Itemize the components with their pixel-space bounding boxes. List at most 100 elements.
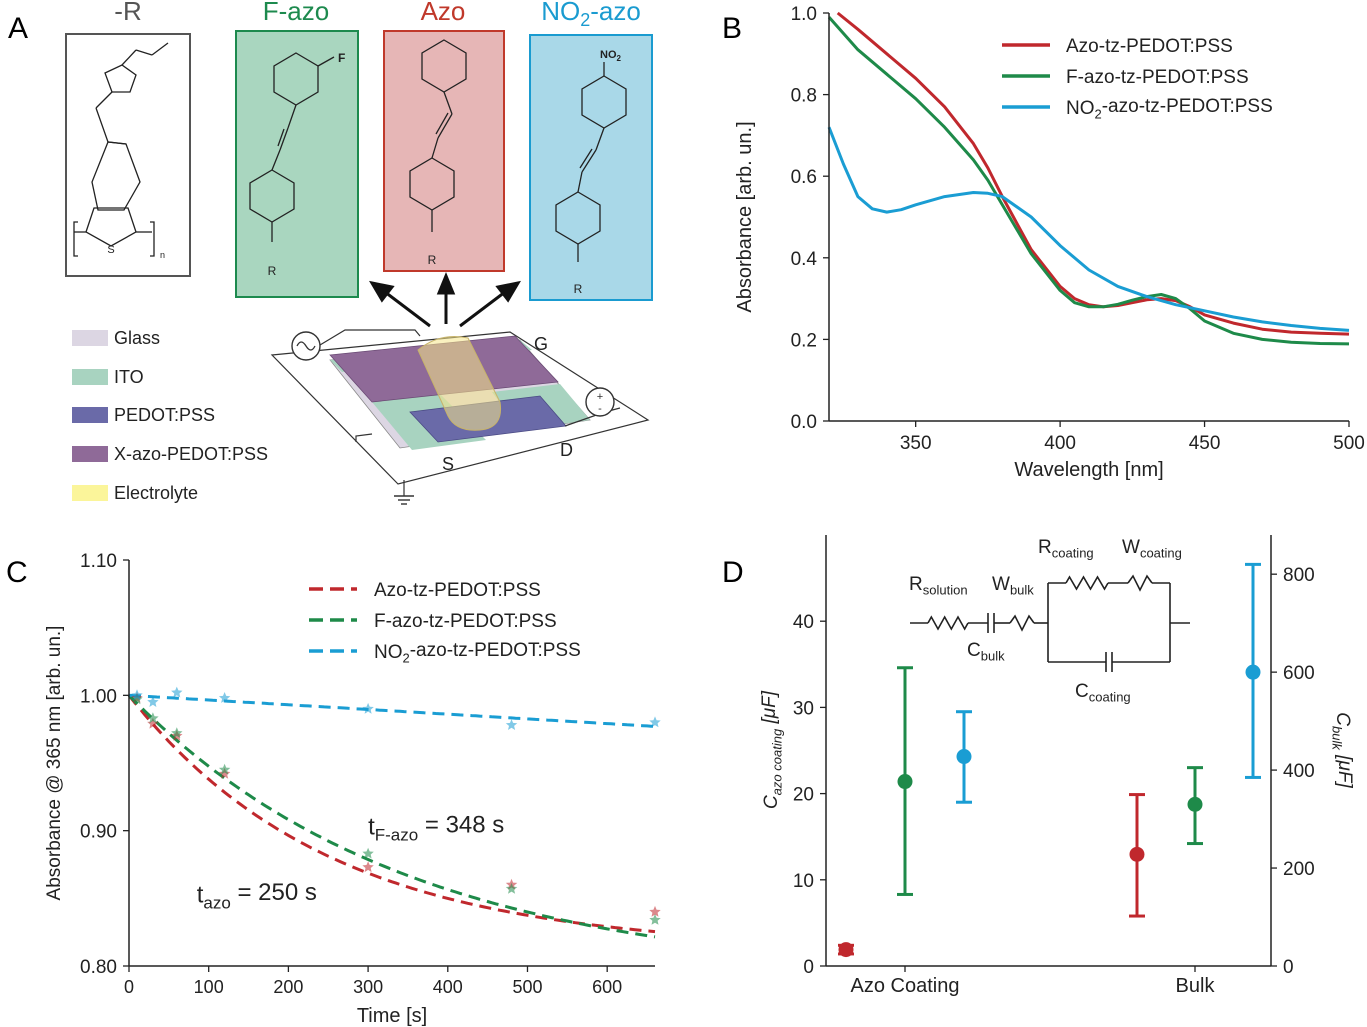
x-tick-label: 350 xyxy=(900,433,932,454)
left-tick-label: 40 xyxy=(793,612,814,633)
right-tick-label: 600 xyxy=(1283,663,1315,684)
azo-r: R xyxy=(428,253,437,267)
panel-b-label: B xyxy=(722,12,742,45)
x-axis-label: Time [s] xyxy=(357,1005,427,1027)
panel-c-label: C xyxy=(6,556,28,589)
right-tick-label: 200 xyxy=(1283,859,1315,880)
data-point-0-3 xyxy=(218,767,231,779)
x-tick-label: 600 xyxy=(592,977,622,997)
data-point-1-5 xyxy=(505,882,518,894)
r-group-box xyxy=(65,33,191,277)
legend-electrolyte: Electrolyte xyxy=(114,483,198,503)
w-bulk-label: Wbulk xyxy=(992,574,1034,598)
x-tick-label: 400 xyxy=(433,977,463,997)
device-label-d: D xyxy=(560,440,573,460)
panel-d-label: D xyxy=(722,556,744,589)
legend-swatch-electrolyte xyxy=(72,485,108,501)
left-tick-label: 30 xyxy=(793,698,814,719)
y-tick-label: 0.80 xyxy=(80,957,117,978)
polymer-n: n xyxy=(160,250,165,260)
fit-line-2 xyxy=(128,693,656,728)
legend-swatch-xazo xyxy=(72,446,108,462)
dc-minus-icon: - xyxy=(598,403,602,415)
f-azo-fluorine: F xyxy=(338,51,345,65)
r-group-title: -R xyxy=(114,0,141,26)
y-tick-label: 1.0 xyxy=(791,4,817,25)
data-point-1-4 xyxy=(362,847,374,859)
data-point-0-1 xyxy=(147,717,159,729)
f-azo-box xyxy=(235,30,359,298)
layer-legend: Glass ITO PEDOT:PSS X-azo-PEDOT:PSS Elec… xyxy=(72,328,268,503)
category-label: Azo Coating xyxy=(851,975,960,997)
bulk-point-1 xyxy=(1187,796,1203,812)
left-tick-label: 20 xyxy=(793,785,814,806)
no2-azo-box xyxy=(529,34,653,301)
legend-swatch-pedot xyxy=(72,407,108,423)
legend-swatch-glass xyxy=(72,330,108,346)
w-bulk-element xyxy=(1009,614,1035,632)
right-tick-label: 400 xyxy=(1283,761,1315,782)
y-tick-label: 1.10 xyxy=(80,551,117,572)
y-tick-label: 1.00 xyxy=(80,686,117,707)
no2-azo-structure xyxy=(555,62,627,262)
legend-label-2: NO2-azo-tz-PEDOT:PSS xyxy=(374,640,581,666)
left-axis-label: Cazo coating [μF] xyxy=(759,690,785,809)
arrows xyxy=(369,272,521,328)
legend-xazo: X-azo-PEDOT:PSS xyxy=(114,444,268,464)
data-point-2-4 xyxy=(362,702,374,714)
y-tick-label: 0.8 xyxy=(791,86,817,107)
panel-a-label: A xyxy=(8,12,28,45)
data-point-0-4 xyxy=(362,861,374,873)
no2-label: NO2 xyxy=(600,49,622,63)
polymer-sulfur: S xyxy=(107,244,114,256)
r-solution-label: Rsolution xyxy=(909,574,968,598)
series-line-0 xyxy=(836,11,1350,336)
panel-b-chart: B 350 400 450 500 0.0 0.2 0.4 0.6 0.8 1.0 Waveleng… xyxy=(722,4,1365,481)
no2-azo-r: R xyxy=(574,282,583,296)
x-tick-label: 300 xyxy=(353,977,383,997)
legend-label-1: F-azo-tz-PEDOT:PSS xyxy=(1066,67,1249,88)
w-coating-label: Wcoating xyxy=(1122,537,1182,561)
right-tick-label: 800 xyxy=(1283,565,1315,586)
y-tick-label: 0.90 xyxy=(80,822,117,843)
device-label-s: S xyxy=(442,454,454,474)
data-point-2-3 xyxy=(218,692,231,703)
rate-annotation-1: tazo = 250 s xyxy=(197,879,317,912)
f-azo-r: R xyxy=(268,264,277,278)
panel-a: A -R F-azo Azo NO2-azo S n xyxy=(8,0,653,505)
panel-c-chart: C 0 100 200 300 400 500 600 0.80 0.90 1.00 1.10 Tim… xyxy=(6,551,661,1027)
polymer-structure xyxy=(73,42,169,257)
ac-wave-icon xyxy=(296,341,316,351)
c-bulk-label: Cbulk xyxy=(967,640,1005,664)
y-axis-label: Absorbance @ 365 nm [arb. un.] xyxy=(44,626,65,901)
r-solution-resistor xyxy=(927,615,969,631)
data-point-2-1 xyxy=(147,696,159,707)
y-tick-label: 0.6 xyxy=(791,167,817,188)
bulk-point-0 xyxy=(1129,846,1145,862)
legend-pedot: PEDOT:PSS xyxy=(114,405,215,425)
f-azo-structure xyxy=(249,52,335,242)
right-axis-label: Cbulk [μF] xyxy=(1329,712,1355,788)
left-tick-label: 0 xyxy=(803,957,814,978)
azo-box xyxy=(383,30,505,272)
coating-point-2 xyxy=(956,749,972,765)
legend-glass: Glass xyxy=(114,328,160,348)
coating-point-0 xyxy=(838,942,854,958)
data-point-1-3 xyxy=(218,763,231,775)
w-coating-element xyxy=(1127,574,1153,592)
x-tick-label: 450 xyxy=(1189,433,1221,454)
x-tick-label: 200 xyxy=(273,977,303,997)
x-tick-label: 100 xyxy=(194,977,224,997)
legend-swatch-ito xyxy=(72,369,108,385)
coating-point-1 xyxy=(897,774,913,790)
category-label: Bulk xyxy=(1176,975,1216,997)
f-azo-title: F-azo xyxy=(263,0,329,26)
dc-plus-icon: + xyxy=(597,391,603,403)
data-point-1-0 xyxy=(131,693,143,705)
series-line-2 xyxy=(827,126,1350,332)
device-schematic: + - G S D xyxy=(270,329,650,505)
series-line-1 xyxy=(827,16,1350,346)
data-point-2-2 xyxy=(171,686,183,698)
